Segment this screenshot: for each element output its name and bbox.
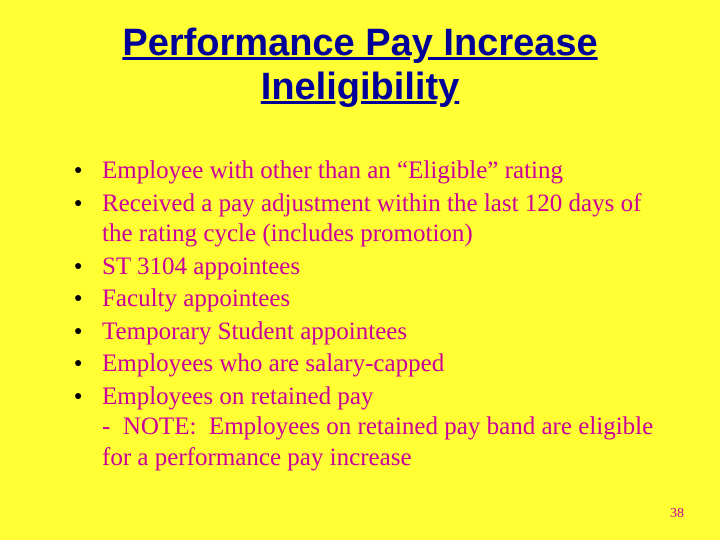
bullet-icon: ● — [70, 382, 102, 412]
bullet-text: Employees on retained pay - NOTE: Employ… — [102, 382, 670, 474]
bullet-text: Temporary Student appointees — [102, 317, 407, 348]
slide: Performance Pay Increase Ineligibility ●… — [0, 0, 720, 540]
bullet-text: Employees who are salary-capped — [102, 349, 444, 380]
page-number: 38 — [670, 506, 684, 522]
bullet-icon: ● — [70, 317, 102, 347]
bullet-text: Faculty appointees — [102, 284, 290, 315]
list-item: ● Faculty appointees — [70, 284, 670, 315]
bullet-text: Received a pay adjustment within the las… — [102, 189, 670, 250]
bullet-icon: ● — [70, 189, 102, 219]
bullet-text: ST 3104 appointees — [102, 252, 300, 283]
bullet-icon: ● — [70, 252, 102, 282]
list-item: ● Employee with other than an “Eligible”… — [70, 156, 670, 187]
title-line-1: Performance Pay Increase — [122, 22, 597, 64]
bullet-list: ● Employee with other than an “Eligible”… — [70, 156, 670, 475]
bullet-text: Employee with other than an “Eligible” r… — [102, 156, 563, 187]
list-item: ● Employees who are salary-capped — [70, 349, 670, 380]
list-item: ● Employees on retained pay - NOTE: Empl… — [70, 382, 670, 474]
slide-title: Performance Pay Increase Ineligibility — [0, 0, 720, 109]
list-item: ● ST 3104 appointees — [70, 252, 670, 283]
list-item: ● Temporary Student appointees — [70, 317, 670, 348]
title-line-2: Ineligibility — [261, 66, 459, 108]
bullet-text-main: Employees on retained pay — [102, 383, 373, 410]
bullet-icon: ● — [70, 349, 102, 379]
list-item: ● Received a pay adjustment within the l… — [70, 189, 670, 250]
bullet-icon: ● — [70, 284, 102, 314]
bullet-icon: ● — [70, 156, 102, 186]
bullet-note: - NOTE: Employees on retained pay band a… — [102, 413, 653, 471]
